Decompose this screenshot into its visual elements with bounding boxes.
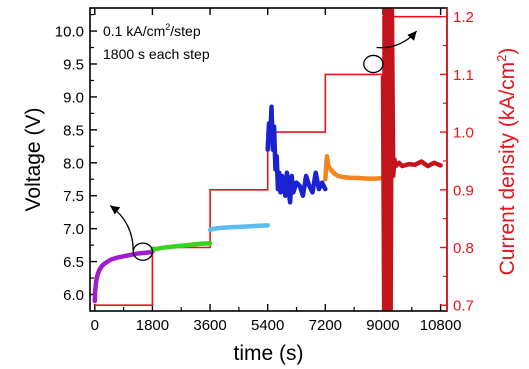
- y-right-tick-label: 1.0: [453, 125, 474, 142]
- y-axis-right-label-part3: ): [496, 48, 519, 55]
- x-tick-label: 7200: [309, 317, 342, 334]
- annotation-step-duration: 1800 s each step: [103, 46, 210, 62]
- voltage-series-6: [380, 8, 443, 311]
- x-tick-label: 1800: [136, 317, 169, 334]
- annotation-step-size-superscript: 2: [165, 22, 170, 32]
- tick-labels: 0 1800 3600 5400 7200 9000 10800 6.0 6.5 7.0 7.5 8.…: [55, 9, 474, 334]
- y-left-tick-label: 8.0: [63, 155, 84, 172]
- y-right-tick-label: 1.1: [453, 67, 474, 84]
- x-tick-label: 3600: [193, 317, 226, 334]
- y-left-tick-label: 9.0: [63, 89, 84, 106]
- x-tick-label: 5400: [251, 317, 284, 334]
- annotation-step-size-part1: 0.1 kA/cm: [103, 23, 165, 39]
- annotation-step-size: 0.1 kA/cm2/step: [103, 22, 201, 39]
- y-left-tick-label: 7.5: [63, 188, 84, 205]
- y-axis-left-label: Voltage (V): [22, 108, 45, 212]
- highlight-ellipse: [132, 242, 154, 261]
- annotation-marks: [109, 30, 418, 261]
- voltage-series-4: [265, 104, 328, 205]
- y-left-tick-label: 8.5: [63, 122, 84, 139]
- y-left-tick-label: 9.5: [63, 56, 84, 73]
- y-right-tick-label: 0.8: [453, 240, 474, 257]
- annotation-arrowhead: [110, 205, 121, 215]
- y-left-tick-label: 10.0: [55, 24, 84, 41]
- voltage-series-1: [92, 249, 155, 304]
- y-right-tick-label: 0.7: [453, 298, 474, 315]
- y-right-tick-label: 0.9: [453, 182, 474, 199]
- annotation-step-size-part3: /step: [170, 23, 201, 39]
- plot-content: [92, 8, 443, 311]
- y-left-tick-label: 6.5: [63, 254, 84, 271]
- voltage-series-2: [150, 240, 213, 252]
- y-right-tick-label: 1.2: [453, 9, 474, 26]
- y-axis-right-label: Current density (kA/cm2): [494, 48, 519, 276]
- y-left-tick-label: 7.0: [63, 221, 84, 238]
- voltage-series-3: [207, 223, 270, 233]
- voltage-series-5: [323, 153, 386, 182]
- x-tick-label: 0: [91, 317, 99, 334]
- y-axis-right-label-part1: Current density (kA/cm: [496, 62, 519, 276]
- y-axis-right-label-superscript: 2: [494, 55, 509, 62]
- x-axis-label: time (s): [234, 342, 304, 365]
- x-tick-label: 10800: [420, 317, 462, 334]
- annotation-arrowhead: [407, 31, 417, 41]
- x-tick-label: 9000: [366, 317, 399, 334]
- highlight-ellipse: [363, 54, 384, 74]
- y-left-tick-label: 6.0: [63, 287, 84, 304]
